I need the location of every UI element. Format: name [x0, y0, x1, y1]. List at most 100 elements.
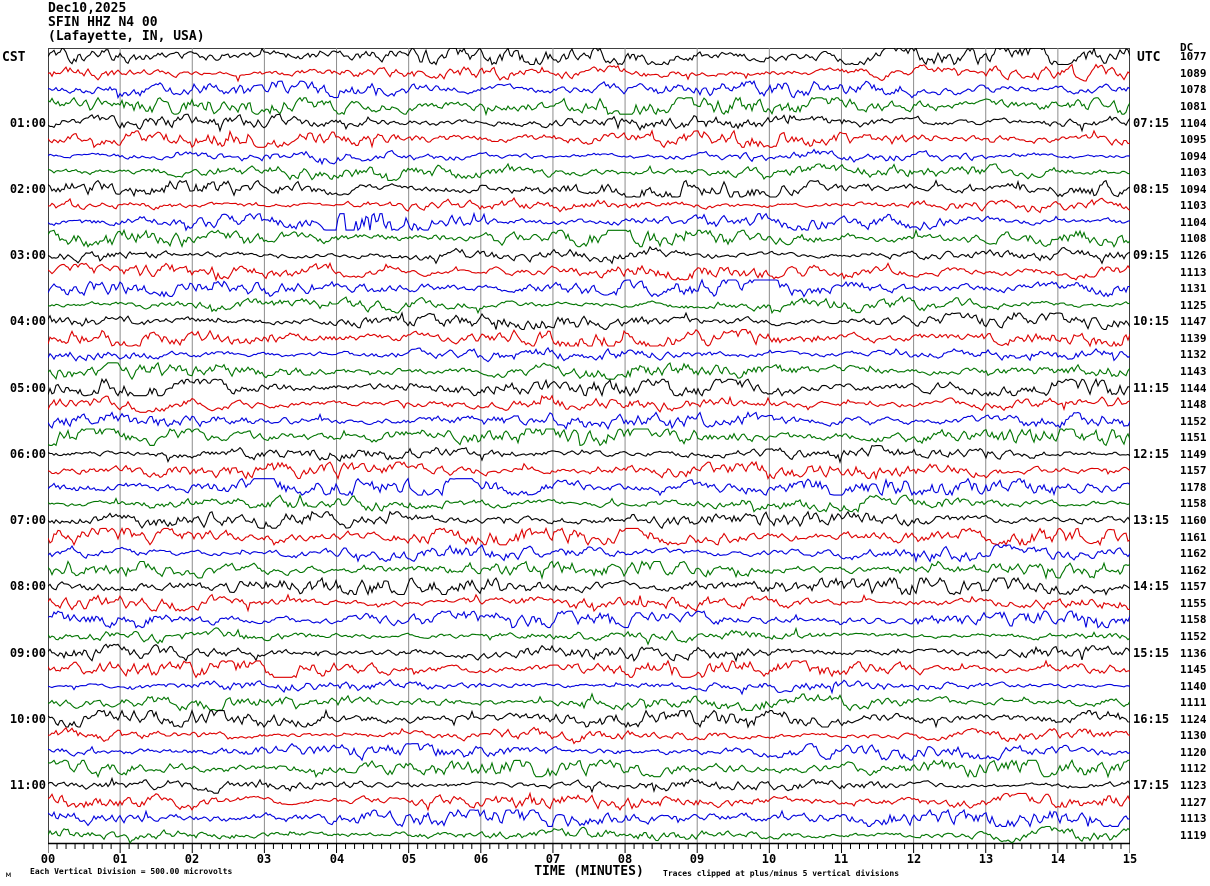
dc-offset-value: 1155	[1180, 597, 1207, 610]
dc-offset-value: 1089	[1180, 67, 1207, 80]
seismogram-trace-row-11	[48, 228, 1130, 248]
dc-offset-value: 1094	[1180, 150, 1207, 163]
x-axis-title: TIME (MINUTES)	[534, 864, 644, 879]
dc-offset-value: 1126	[1180, 249, 1207, 262]
vertical-scale-note: Each Vertical Division = 500.00 microvol…	[30, 867, 233, 876]
dc-offset-value: 1103	[1180, 166, 1207, 179]
dc-offset-value: 1112	[1180, 762, 1207, 775]
dc-column-label: DC	[1180, 41, 1194, 54]
dc-offset-value: 1162	[1180, 547, 1207, 560]
seismogram-trace-row-26	[48, 477, 1130, 497]
x-tick-label: 12	[906, 852, 922, 866]
dc-offset-value: 1158	[1180, 613, 1207, 626]
seismogram-trace-row-0	[48, 48, 1130, 66]
utc-hour-label: 08:15	[1133, 182, 1170, 196]
seismogram-trace-row-8	[48, 179, 1130, 198]
seismogram-trace-row-17	[48, 328, 1130, 348]
seismogram-trace-row-29	[48, 526, 1130, 547]
corner-glyph: м	[6, 870, 11, 879]
x-tick-label: 10	[761, 852, 777, 866]
seismogram-trace-row-4	[48, 113, 1130, 133]
x-tick-label: 13	[978, 852, 994, 866]
cst-hour-label: 01:00	[9, 116, 46, 130]
seismogram-trace-row-10	[48, 211, 1130, 232]
seismogram-trace-row-13	[48, 261, 1130, 282]
cst-hour-label: 05:00	[9, 381, 46, 395]
dc-offset-value: 1147	[1180, 315, 1207, 328]
dc-offset-value: 1127	[1180, 796, 1207, 809]
dc-offset-value: 1078	[1180, 83, 1207, 96]
seismogram-trace-row-6	[48, 148, 1130, 166]
seismogram-trace-row-28	[48, 510, 1130, 530]
dc-offset-value: 1125	[1180, 299, 1207, 312]
clip-note: Traces clipped at plus/minus 5 vertical …	[663, 869, 900, 878]
seismogram-trace-row-19	[48, 361, 1130, 381]
seismogram-trace-row-32	[48, 576, 1130, 597]
seismogram-trace-row-33	[48, 593, 1130, 613]
utc-hour-label: 10:15	[1133, 314, 1170, 328]
dc-offset-value: 1139	[1180, 332, 1207, 345]
utc-hour-label: 15:15	[1133, 646, 1170, 660]
seismogram-trace-row-47	[48, 825, 1130, 845]
seismogram-trace-row-39	[48, 692, 1130, 712]
x-tick-label: 05	[401, 852, 417, 866]
seismogram-trace-row-34	[48, 610, 1130, 629]
dc-offset-value: 1103	[1180, 199, 1207, 212]
dc-offset-value: 1120	[1180, 746, 1207, 759]
x-tick-label: 02	[184, 852, 200, 866]
x-tick-label: 07	[545, 852, 561, 866]
seismogram-trace-row-1	[48, 63, 1130, 83]
seismogram-trace-row-18	[48, 346, 1130, 363]
x-tick-label: 06	[473, 852, 489, 866]
dc-offset-value: 1081	[1180, 100, 1207, 113]
seismogram-trace-row-27	[48, 493, 1130, 513]
x-tick-label: 14	[1050, 852, 1066, 866]
utc-hour-label: 09:15	[1133, 248, 1170, 262]
seismogram-trace-row-12	[48, 245, 1130, 265]
cst-hour-label: 02:00	[9, 182, 46, 196]
header-location: (Lafayette, IN, USA)	[48, 29, 205, 44]
dc-offset-value: 1123	[1180, 779, 1207, 792]
dc-offset-value: 1095	[1180, 133, 1207, 146]
dc-offset-value: 1151	[1180, 431, 1207, 444]
seismogram-trace-row-16	[48, 311, 1130, 331]
dc-offset-value: 1157	[1180, 464, 1207, 477]
dc-offset-value: 1132	[1180, 348, 1207, 361]
x-tick-label: 09	[689, 852, 705, 866]
x-tick-label: 11	[833, 852, 849, 866]
header-date: Dec10,2025	[48, 1, 127, 16]
dc-offset-value: 1136	[1180, 647, 1207, 660]
dc-offset-value: 1160	[1180, 514, 1207, 527]
dc-offset-value: 1161	[1180, 531, 1207, 544]
seismogram-trace-row-41	[48, 726, 1130, 745]
seismogram-trace-row-35	[48, 626, 1130, 646]
seismogram-trace-row-43	[48, 759, 1130, 779]
cst-hour-label: 06:00	[9, 447, 46, 461]
cst-hour-label: 09:00	[9, 646, 46, 660]
header-station: SFIN HHZ N4 00	[48, 15, 158, 30]
seismogram-trace-row-5	[48, 129, 1130, 149]
dc-offset-value: 1113	[1180, 266, 1207, 279]
dc-offset-value: 1113	[1180, 812, 1207, 825]
dc-offset-value: 1119	[1180, 829, 1207, 842]
seismogram-trace-row-14	[48, 278, 1130, 298]
seismogram-trace-row-44	[48, 776, 1130, 794]
dc-offset-value: 1104	[1180, 216, 1207, 229]
seismogram-trace-row-15	[48, 295, 1130, 315]
dc-offset-value: 1140	[1180, 680, 1207, 693]
utc-hour-label: 07:15	[1133, 116, 1170, 130]
seismogram-trace-row-30	[48, 544, 1130, 564]
dc-offset-value: 1158	[1180, 497, 1207, 510]
dc-offset-value: 1094	[1180, 183, 1207, 196]
dc-offset-value: 1149	[1180, 448, 1207, 461]
x-tick-label: 00	[40, 852, 56, 866]
seismogram-trace-row-9	[48, 197, 1130, 214]
seismogram-trace-row-21	[48, 394, 1130, 413]
seismogram-trace-row-25	[48, 460, 1130, 481]
x-tick-label: 04	[329, 852, 345, 866]
seismogram-trace-row-36	[48, 643, 1130, 663]
cst-hour-label: 11:00	[9, 778, 46, 792]
dc-offset-value: 1111	[1180, 696, 1207, 709]
dc-offset-value: 1148	[1180, 398, 1207, 411]
seismogram-trace-row-31	[48, 560, 1130, 581]
